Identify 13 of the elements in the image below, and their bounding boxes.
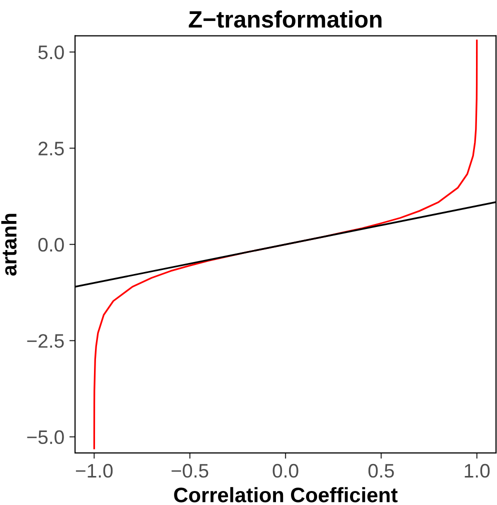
x-axis-title: Correlation Coefficient xyxy=(174,487,398,502)
x-tick-label: 0.0 xyxy=(272,464,298,478)
x-tick-label: −0.5 xyxy=(172,464,208,478)
y-tick-label: −5.0 xyxy=(27,430,64,444)
y-tick-label: 0.0 xyxy=(38,238,64,252)
x-tick-label: 0.5 xyxy=(368,464,394,478)
x-tick-label: 1.0 xyxy=(464,464,490,478)
y-tick-label: 5.0 xyxy=(38,45,64,60)
x-tick-label: −1.0 xyxy=(76,464,113,478)
y-tick-label: 2.5 xyxy=(38,142,64,156)
y-axis-title: artanh xyxy=(1,214,17,276)
y-tick-label: −2.5 xyxy=(27,334,64,348)
chart-title: Z−transformation xyxy=(188,10,382,28)
